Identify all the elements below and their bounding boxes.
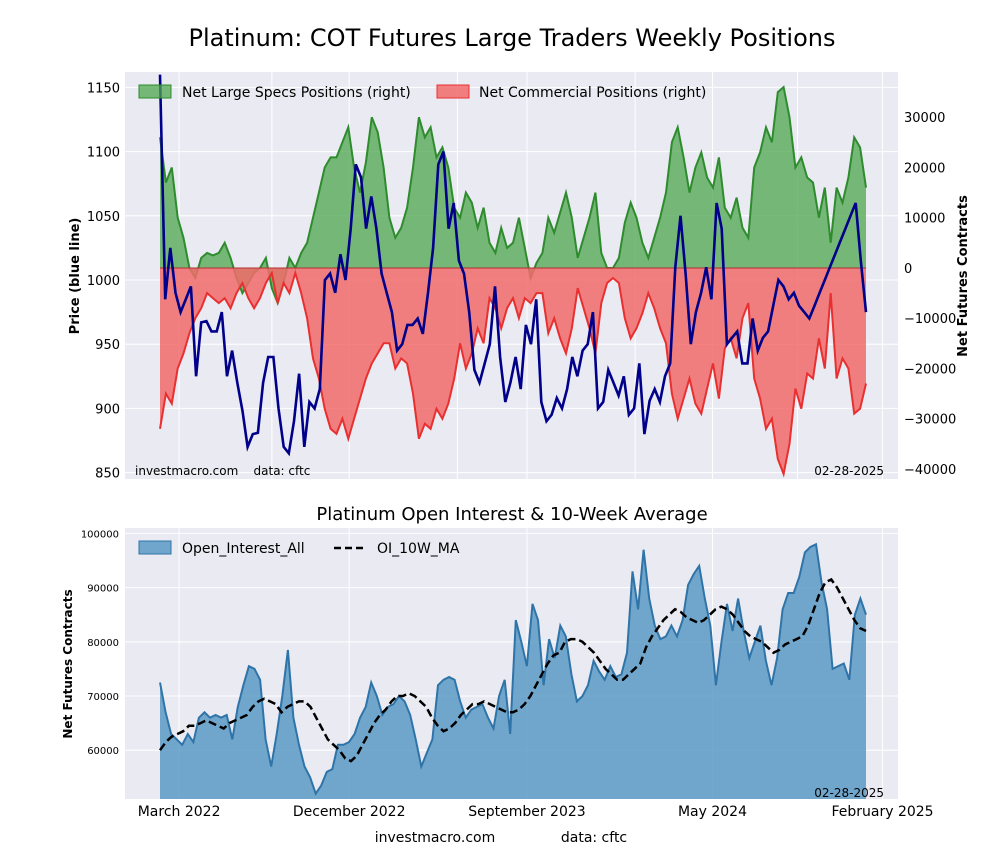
price-line bbox=[158, 74, 868, 457]
top-left-tick-label: 1000 bbox=[87, 274, 120, 289]
bottom-left-tick-label: 60000 bbox=[87, 746, 119, 757]
bottom-x-tick-label: March 2022 bbox=[138, 804, 221, 820]
bottom-chart-legend: Open_Interest_All OI_10W_MA bbox=[138, 540, 460, 557]
top-left-tick-label: 850 bbox=[95, 467, 120, 482]
top-left-tick-label: 1050 bbox=[87, 210, 120, 225]
top-chart-watermark: investmacro.com data: cftc bbox=[135, 464, 310, 478]
bottom-chart-ylabel: Net Futures Contracts bbox=[61, 589, 75, 738]
footer-source: data: cftc bbox=[561, 830, 627, 846]
commercial-line bbox=[159, 269, 867, 478]
bottom-chart-left-axis: 60000 70000 80000 90000 100000 bbox=[81, 529, 119, 757]
bottom-left-tick-label: 90000 bbox=[87, 584, 119, 595]
legend-swatch-specs bbox=[138, 84, 172, 99]
top-right-tick-label: 0 bbox=[904, 262, 912, 277]
bottom-x-tick-label: September 2023 bbox=[468, 804, 585, 820]
top-chart-left-axis: 850 900 950 1000 1050 1100 1150 bbox=[87, 81, 120, 481]
top-chart-left-ylabel: Price (blue line) bbox=[68, 218, 83, 335]
top-right-tick-label: −20000 bbox=[904, 362, 956, 377]
legend-label-open-interest: Open_Interest_All bbox=[182, 541, 305, 557]
legend-swatch-open-interest bbox=[138, 540, 172, 555]
footer-site: investmacro.com bbox=[375, 830, 495, 846]
bottom-x-tick-label: December 2022 bbox=[293, 804, 406, 820]
legend-swatch-commercial bbox=[436, 84, 470, 99]
top-right-tick-label: 30000 bbox=[904, 111, 945, 126]
top-right-tick-label: −30000 bbox=[904, 413, 956, 428]
top-right-tick-label: −10000 bbox=[904, 312, 956, 327]
open-interest-line bbox=[159, 542, 867, 796]
legend-label-specs: Net Large Specs Positions (right) bbox=[182, 85, 411, 101]
top-left-tick-label: 1150 bbox=[87, 81, 120, 96]
top-chart-right-axis: −40000 −30000 −20000 −10000 0 10000 20000 30000 bbox=[904, 111, 956, 478]
page-title: Platinum: COT Futures Large Traders Week… bbox=[188, 24, 835, 52]
top-chart-right-ylabel: Net Futures Contracts bbox=[956, 195, 971, 357]
top-right-tick-label: −40000 bbox=[904, 463, 956, 478]
bottom-x-tick-label: May 2024 bbox=[678, 804, 747, 820]
top-left-tick-label: 900 bbox=[95, 402, 120, 417]
bottom-chart-title: Platinum Open Interest & 10-Week Average bbox=[316, 504, 707, 525]
legend-label-commercial: Net Commercial Positions (right) bbox=[479, 85, 706, 101]
bottom-chart-x-axis: March 2022 December 2022 September 2023 May… bbox=[138, 804, 934, 820]
top-chart-marks bbox=[158, 74, 868, 478]
top-right-tick-label: 20000 bbox=[904, 161, 945, 176]
top-left-tick-label: 950 bbox=[95, 338, 120, 353]
bottom-left-tick-label: 100000 bbox=[81, 529, 119, 540]
ma-line bbox=[158, 577, 867, 763]
specs-area bbox=[160, 87, 866, 304]
bottom-chart-date-label: 02-28-2025 bbox=[814, 786, 884, 800]
open-interest-area bbox=[160, 544, 866, 799]
top-chart-legend: Net Large Specs Positions (right) Net Co… bbox=[138, 84, 706, 101]
legend-label-ma: OI_10W_MA bbox=[377, 541, 460, 557]
top-chart-date-label: 02-28-2025 bbox=[814, 464, 884, 478]
top-right-tick-label: 10000 bbox=[904, 212, 945, 227]
bottom-left-tick-label: 80000 bbox=[87, 638, 119, 649]
bottom-left-tick-label: 70000 bbox=[87, 692, 119, 703]
bottom-x-tick-label: February 2025 bbox=[831, 804, 933, 820]
bottom-chart-marks bbox=[158, 542, 867, 799]
top-left-tick-label: 1100 bbox=[87, 146, 120, 161]
